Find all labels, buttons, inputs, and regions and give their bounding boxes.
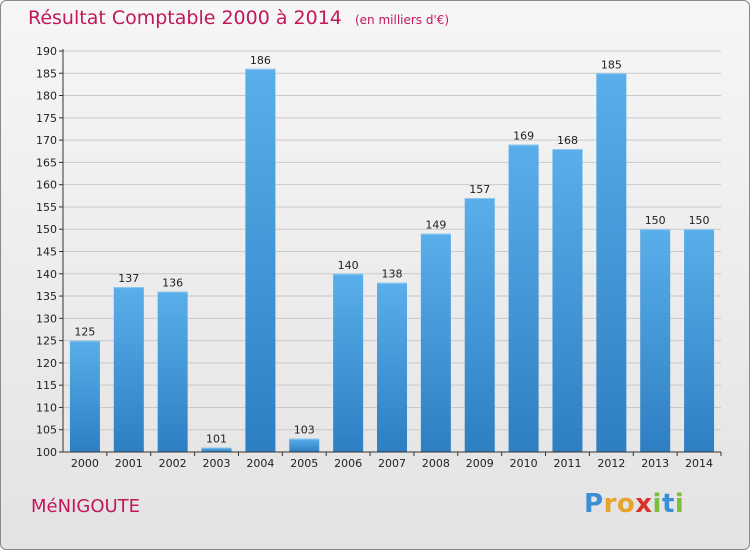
data-label: 136 <box>162 277 183 290</box>
chart-subtitle: (en milliers d'€) <box>354 13 450 27</box>
y-tick-label: 180 <box>36 90 57 103</box>
y-tick-label: 105 <box>36 424 57 437</box>
x-tick-label: 2002 <box>159 457 187 470</box>
x-tick-label: 2004 <box>246 457 274 470</box>
logo-letter: i <box>674 489 685 519</box>
y-tick-label: 120 <box>36 357 57 370</box>
axes <box>59 49 722 456</box>
bar <box>289 438 320 452</box>
y-tick-label: 175 <box>36 112 57 125</box>
y-tick-label: 125 <box>36 335 57 348</box>
bar <box>420 233 451 452</box>
x-tick-label: 2009 <box>466 457 494 470</box>
data-label: 140 <box>338 259 359 272</box>
bar <box>464 198 495 452</box>
y-tick-label: 110 <box>36 401 57 414</box>
bar <box>201 447 232 452</box>
bar <box>245 68 276 453</box>
x-tick-label: 2003 <box>203 457 231 470</box>
bar <box>157 291 188 452</box>
bar <box>508 144 539 453</box>
logo-letter: i <box>652 489 662 519</box>
bar <box>684 229 715 452</box>
y-tick-label: 115 <box>36 379 57 392</box>
x-tick-label: 2013 <box>641 457 669 470</box>
logo-letter: o <box>616 489 636 519</box>
commune-name: MéNIGOUTE <box>31 496 141 517</box>
y-tick-label: 140 <box>36 268 57 281</box>
data-label: 169 <box>513 130 534 143</box>
y-tick-label: 170 <box>36 134 57 147</box>
y-tick-label: 185 <box>36 67 57 80</box>
y-tick-label: 155 <box>36 201 57 214</box>
chart-title: Résultat Comptable 2000 à 2014 <box>28 7 342 29</box>
data-label: 149 <box>425 219 446 232</box>
data-label: 150 <box>645 214 666 227</box>
x-tick-label: 2005 <box>290 457 318 470</box>
logo-letter: P <box>584 489 604 519</box>
title-row: Résultat Comptable 2000 à 2014 (en milli… <box>28 7 449 29</box>
bar <box>640 229 671 452</box>
data-label: 168 <box>557 134 578 147</box>
bar <box>552 149 583 452</box>
logo-letter: t <box>661 489 675 519</box>
y-tick-label: 150 <box>36 223 57 236</box>
x-tick-label: 2001 <box>115 457 143 470</box>
data-label: 125 <box>74 326 95 339</box>
x-tick-label: 2010 <box>510 457 538 470</box>
y-tick-label: 190 <box>36 45 57 58</box>
y-tick-label: 100 <box>36 446 57 459</box>
bar <box>333 273 364 452</box>
proxiti-logo: Proxiti <box>584 489 684 519</box>
logo-letter: r <box>603 489 617 519</box>
bar <box>113 287 144 452</box>
x-tick-label: 2006 <box>334 457 362 470</box>
x-tick-label: 2008 <box>422 457 450 470</box>
data-label: 186 <box>250 54 271 67</box>
logo-letter: x <box>635 489 653 519</box>
y-tick-label: 165 <box>36 156 57 169</box>
y-tick-label: 160 <box>36 179 57 192</box>
bars <box>69 68 715 453</box>
x-tick-label: 2014 <box>685 457 713 470</box>
y-tick-label: 135 <box>36 290 57 303</box>
data-label: 157 <box>469 183 490 196</box>
data-label: 103 <box>294 424 315 437</box>
bar <box>377 282 407 452</box>
labels: 100 105 110 115 120 125 130 135 140 145 150 155 160 1… <box>36 45 713 470</box>
x-tick-label: 2000 <box>71 457 99 470</box>
data-label: 150 <box>689 214 710 227</box>
data-label: 137 <box>118 272 139 285</box>
y-tick-label: 130 <box>36 312 57 325</box>
data-label: 185 <box>601 58 622 71</box>
bar <box>596 73 627 453</box>
x-tick-label: 2012 <box>597 457 625 470</box>
x-tick-label: 2007 <box>378 457 406 470</box>
y-tick-label: 145 <box>36 246 57 259</box>
bar <box>69 340 100 452</box>
x-tick-label: 2011 <box>553 457 581 470</box>
data-label: 138 <box>382 268 403 281</box>
data-label: 101 <box>206 433 227 446</box>
